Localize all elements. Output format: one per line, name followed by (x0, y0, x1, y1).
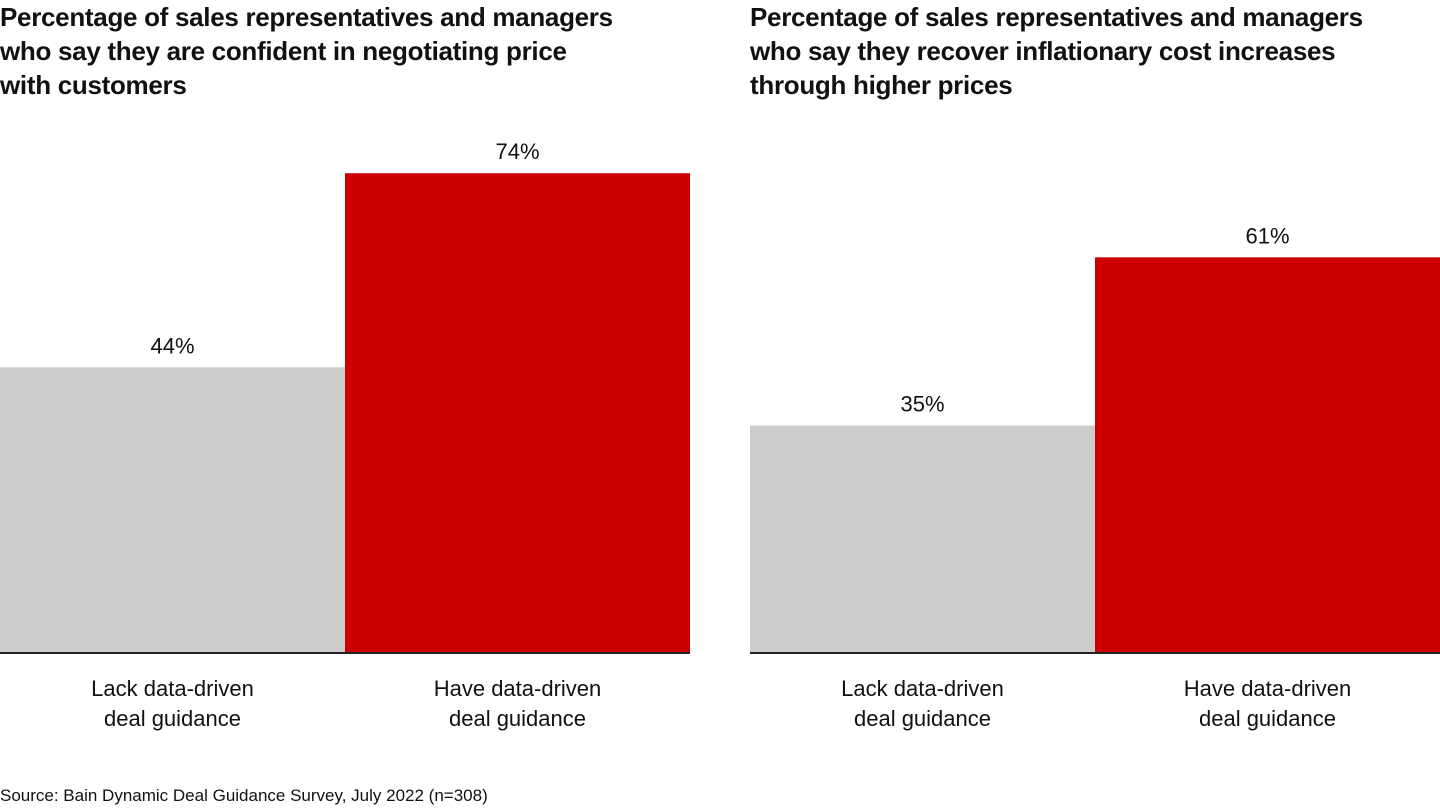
category-label: Have data-driven deal guidance (434, 676, 602, 731)
category-label: Have data-driven deal guidance (1184, 676, 1352, 731)
bar-chart-svg: 44% Lack data-driven deal guidance 74% Have … (0, 139, 690, 731)
bar-lack (0, 367, 345, 652)
source-note: Source: Bain Dynamic Deal Guidance Surve… (0, 786, 488, 805)
bar-lack (750, 425, 1095, 652)
chart-right: Percentage of sales representatives and … (750, 0, 1440, 760)
data-label: 44% (150, 333, 194, 358)
data-label: 61% (1245, 223, 1289, 248)
chart-left: Percentage of sales representatives and … (0, 0, 690, 760)
category-label: Lack data-driven deal guidance (91, 676, 254, 731)
chart-title: Percentage of sales representatives and … (0, 2, 613, 100)
data-label: 35% (900, 392, 944, 417)
category-label: Lack data-driven deal guidance (841, 676, 1004, 731)
bar-chart-svg: 35% Lack data-driven deal guidance 61% Have … (750, 223, 1440, 731)
bar-have (1095, 257, 1440, 652)
chart-title: Percentage of sales representatives and … (750, 2, 1363, 100)
bar-have (345, 173, 690, 652)
data-label: 74% (495, 139, 539, 164)
